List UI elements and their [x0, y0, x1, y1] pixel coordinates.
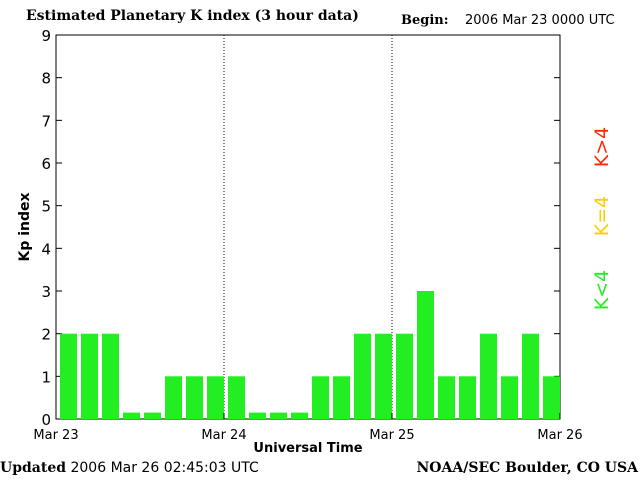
begin-label: Begin:: [401, 13, 449, 28]
y-tick-label: 3: [41, 283, 51, 301]
kp-bar: [354, 333, 371, 419]
x-tick-label: Mar 26: [537, 428, 582, 443]
y-tick-label: 1: [41, 368, 51, 386]
kp-bar: [396, 333, 413, 419]
updated-line: Updated 2006 Mar 26 02:45:03 UTC: [0, 460, 259, 476]
y-tick-label: 8: [41, 70, 51, 88]
begin-value: 2006 Mar 23 0000 UTC: [465, 13, 615, 28]
kp-bar: [249, 412, 266, 419]
x-tick-label: Mar 25: [369, 428, 414, 443]
kp-bar: [333, 376, 350, 419]
kp-bar: [102, 333, 119, 419]
chart-title: Estimated Planetary K index (3 hour data…: [26, 8, 359, 24]
legend-k-equals-4: K=4: [591, 196, 613, 236]
kp-bar: [543, 376, 560, 419]
kp-bar: [60, 333, 77, 419]
y-tick-label: 9: [41, 27, 51, 45]
kp-bar: [165, 376, 182, 419]
legend-k-greater-than-4: K>4: [591, 127, 613, 167]
kp-bar: [228, 376, 245, 419]
legend-k-less-than-4: K<4: [591, 270, 613, 310]
kp-bar: [480, 333, 497, 419]
kp-bar: [81, 333, 98, 419]
updated-value: 2006 Mar 26 02:45:03 UTC: [70, 460, 259, 476]
x-tick-label: Mar 23: [33, 428, 78, 443]
kp-bar: [186, 376, 203, 419]
y-tick-label: 5: [41, 198, 51, 216]
kp-bar: [123, 412, 140, 419]
kp-bar: [144, 412, 161, 419]
kp-bar: [417, 291, 434, 419]
y-axis-label: Kp index: [17, 192, 33, 261]
x-axis-label: Universal Time: [253, 441, 362, 456]
kp-bar: [522, 333, 539, 419]
kp-bar: [375, 333, 392, 419]
kp-bar: [312, 376, 329, 419]
kp-bar: [291, 412, 308, 419]
y-tick-label: 0: [41, 411, 51, 429]
kp-bar: [207, 376, 224, 419]
y-tick-label: 2: [41, 326, 51, 344]
y-tick-label: 4: [41, 240, 51, 258]
kp-bar: [270, 412, 287, 419]
kp-bar: [438, 376, 455, 419]
kp-bar: [501, 376, 518, 419]
x-tick-label: Mar 24: [201, 428, 246, 443]
kp-bar: [459, 376, 476, 419]
y-tick-label: 7: [41, 112, 51, 130]
updated-label: Updated: [0, 460, 67, 476]
credit-text: NOAA/SEC Boulder, CO USA: [416, 460, 639, 476]
y-tick-label: 6: [41, 155, 51, 173]
